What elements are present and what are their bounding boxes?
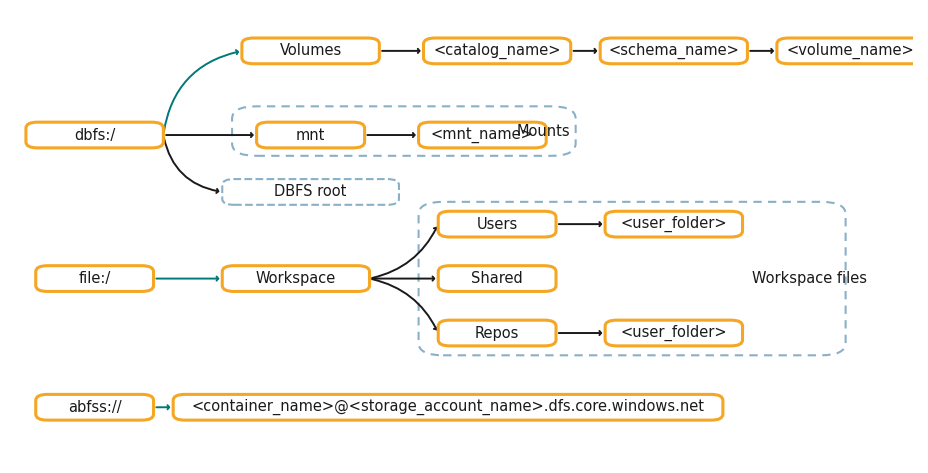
Text: Workspace files: Workspace files bbox=[752, 271, 867, 286]
FancyBboxPatch shape bbox=[241, 38, 379, 64]
Text: <user_folder>: <user_folder> bbox=[620, 325, 727, 341]
FancyBboxPatch shape bbox=[438, 211, 556, 237]
FancyBboxPatch shape bbox=[776, 38, 923, 64]
FancyBboxPatch shape bbox=[604, 211, 741, 237]
Text: DBFS root: DBFS root bbox=[274, 184, 346, 200]
Text: <catalog_name>: <catalog_name> bbox=[432, 43, 561, 59]
FancyBboxPatch shape bbox=[438, 320, 556, 346]
Text: Workspace: Workspace bbox=[255, 271, 336, 286]
Text: file:/: file:/ bbox=[79, 271, 110, 286]
Text: Volumes: Volumes bbox=[279, 44, 342, 58]
FancyBboxPatch shape bbox=[599, 38, 747, 64]
Text: <user_folder>: <user_folder> bbox=[620, 216, 727, 232]
Text: <schema_name>: <schema_name> bbox=[608, 43, 739, 59]
Text: Mounts: Mounts bbox=[516, 123, 570, 139]
FancyBboxPatch shape bbox=[419, 122, 546, 148]
FancyBboxPatch shape bbox=[423, 38, 570, 64]
Text: mnt: mnt bbox=[296, 128, 325, 142]
Text: Users: Users bbox=[476, 217, 517, 232]
Text: <volume_name>: <volume_name> bbox=[786, 43, 913, 59]
FancyBboxPatch shape bbox=[256, 122, 364, 148]
Text: dbfs:/: dbfs:/ bbox=[74, 128, 115, 142]
FancyBboxPatch shape bbox=[35, 266, 153, 291]
Text: Shared: Shared bbox=[470, 271, 522, 286]
Text: Repos: Repos bbox=[474, 325, 519, 341]
FancyBboxPatch shape bbox=[604, 320, 741, 346]
FancyBboxPatch shape bbox=[438, 266, 556, 291]
FancyBboxPatch shape bbox=[35, 394, 153, 420]
FancyBboxPatch shape bbox=[173, 394, 722, 420]
FancyBboxPatch shape bbox=[222, 266, 369, 291]
FancyBboxPatch shape bbox=[222, 179, 398, 205]
Text: <mnt_name>: <mnt_name> bbox=[431, 127, 534, 143]
Text: abfss://: abfss:// bbox=[68, 400, 122, 415]
FancyBboxPatch shape bbox=[26, 122, 163, 148]
Text: <container_name>@<storage_account_name>.dfs.core.windows.net: <container_name>@<storage_account_name>.… bbox=[191, 399, 703, 415]
